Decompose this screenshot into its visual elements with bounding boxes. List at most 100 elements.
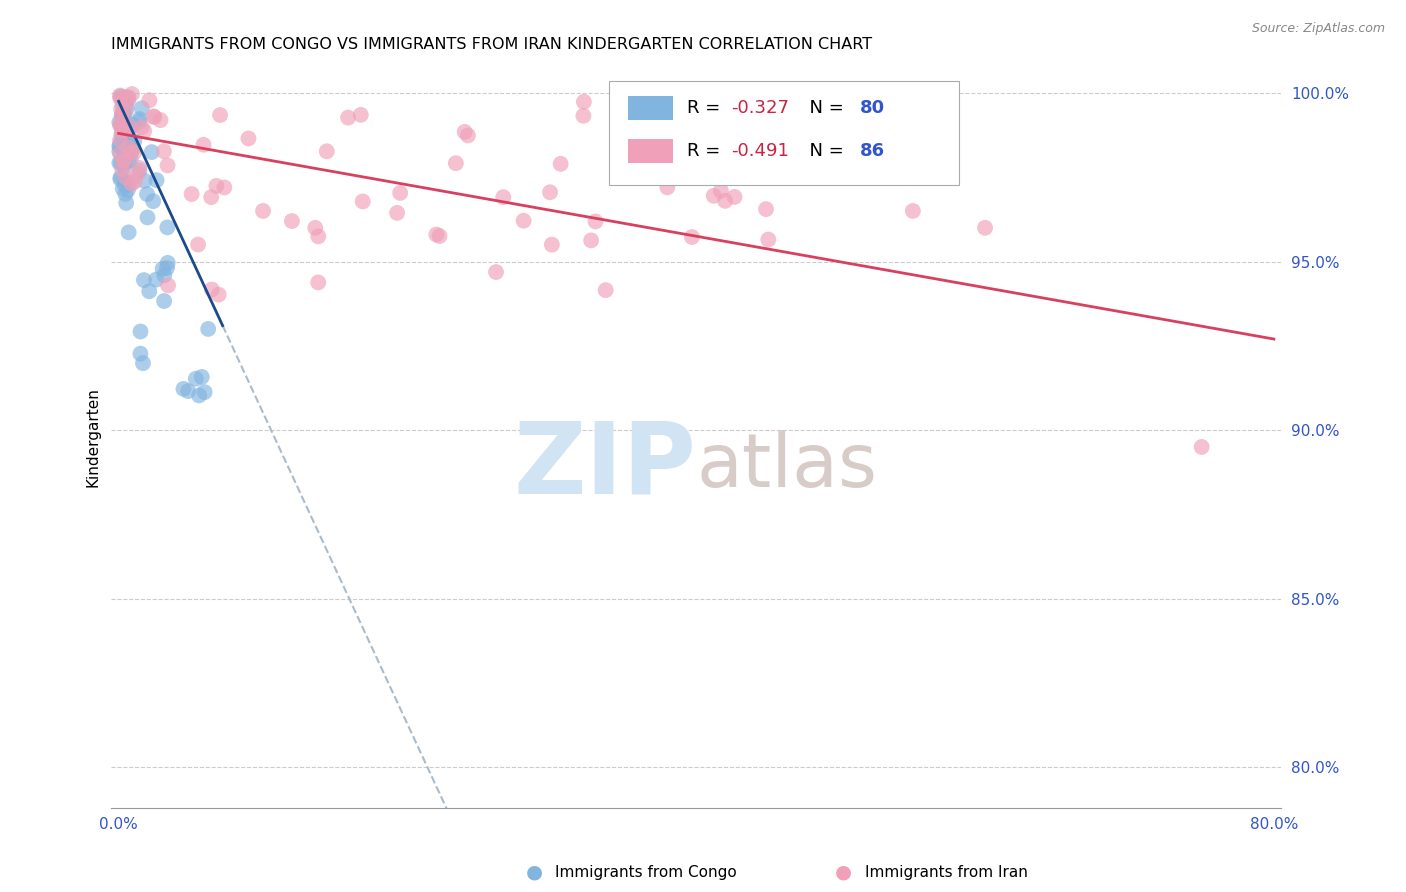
Point: [117, 140, 139, 154]
Point: [108, 139, 131, 153]
Point: [350, 108, 373, 122]
Point: [572, 95, 595, 109]
Point: [657, 180, 679, 194]
Point: [579, 233, 602, 247]
Text: 86: 86: [860, 142, 886, 161]
Point: [138, 93, 160, 107]
Point: [108, 137, 131, 152]
Point: [112, 91, 135, 105]
Point: [111, 182, 134, 196]
Point: [111, 108, 134, 122]
Point: [157, 278, 180, 293]
Point: [307, 229, 329, 244]
Point: [120, 153, 142, 167]
Point: [304, 220, 326, 235]
Point: [110, 89, 132, 103]
Point: [108, 156, 131, 170]
Point: [114, 186, 136, 201]
Point: [122, 145, 145, 160]
Point: [177, 384, 200, 398]
Point: [281, 214, 304, 228]
Point: [136, 211, 159, 225]
Point: [117, 183, 139, 197]
Point: [112, 159, 135, 173]
Point: [149, 113, 172, 128]
Point: [315, 145, 337, 159]
Point: [659, 107, 682, 121]
Point: [145, 272, 167, 286]
Point: [108, 88, 131, 103]
Point: [110, 117, 132, 131]
Point: [723, 190, 745, 204]
FancyBboxPatch shape: [609, 81, 959, 185]
Point: [191, 370, 214, 384]
Point: [111, 106, 134, 120]
Point: [572, 109, 595, 123]
Point: [197, 322, 219, 336]
Point: [108, 145, 131, 159]
Point: [118, 139, 141, 153]
Point: [145, 173, 167, 187]
Point: [612, 151, 634, 165]
Point: [716, 97, 738, 112]
Point: [180, 187, 202, 202]
Point: [110, 170, 132, 185]
Point: [110, 172, 132, 186]
Point: [111, 124, 134, 138]
Point: [756, 233, 779, 247]
Point: [974, 220, 997, 235]
Point: [112, 109, 135, 123]
Point: [121, 144, 143, 158]
Point: [114, 145, 136, 160]
Bar: [628, 139, 673, 163]
Point: [134, 124, 156, 138]
Point: [108, 115, 131, 129]
Point: [112, 123, 135, 137]
Point: [115, 97, 138, 112]
Point: [112, 106, 135, 120]
Point: [118, 119, 141, 133]
Point: [115, 90, 138, 104]
Point: [755, 202, 778, 216]
Text: Source: ZipAtlas.com: Source: ZipAtlas.com: [1251, 22, 1385, 36]
Point: [131, 101, 153, 115]
Point: [200, 190, 222, 204]
Point: [194, 385, 217, 400]
Point: [193, 137, 215, 152]
Point: [111, 108, 134, 122]
Point: [129, 325, 152, 339]
Point: [120, 177, 142, 191]
Point: [112, 157, 135, 171]
Point: [112, 123, 135, 137]
Text: IMMIGRANTS FROM CONGO VS IMMIGRANTS FROM IRAN KINDERGARTEN CORRELATION CHART: IMMIGRANTS FROM CONGO VS IMMIGRANTS FROM…: [111, 37, 873, 53]
Point: [205, 178, 228, 193]
Point: [152, 261, 174, 276]
Point: [118, 177, 141, 191]
Point: [114, 117, 136, 131]
Text: R =: R =: [688, 99, 725, 117]
Point: [703, 188, 725, 202]
Bar: [628, 96, 673, 120]
Point: [207, 287, 229, 301]
Point: [108, 119, 131, 133]
Point: [121, 145, 143, 159]
Point: [156, 256, 179, 270]
Point: [352, 194, 374, 209]
Point: [114, 170, 136, 185]
Text: ●: ●: [835, 863, 852, 882]
Point: [385, 206, 408, 220]
Point: [129, 347, 152, 361]
Point: [120, 140, 142, 154]
Point: [117, 90, 139, 104]
Point: [112, 154, 135, 169]
Point: [108, 133, 131, 147]
Point: [454, 125, 477, 139]
Point: [114, 178, 136, 192]
Point: [156, 260, 179, 275]
Point: [136, 187, 159, 202]
Point: [681, 230, 703, 244]
Point: [142, 194, 165, 209]
Point: [214, 180, 236, 194]
Point: [124, 174, 146, 188]
Text: atlas: atlas: [696, 430, 877, 503]
